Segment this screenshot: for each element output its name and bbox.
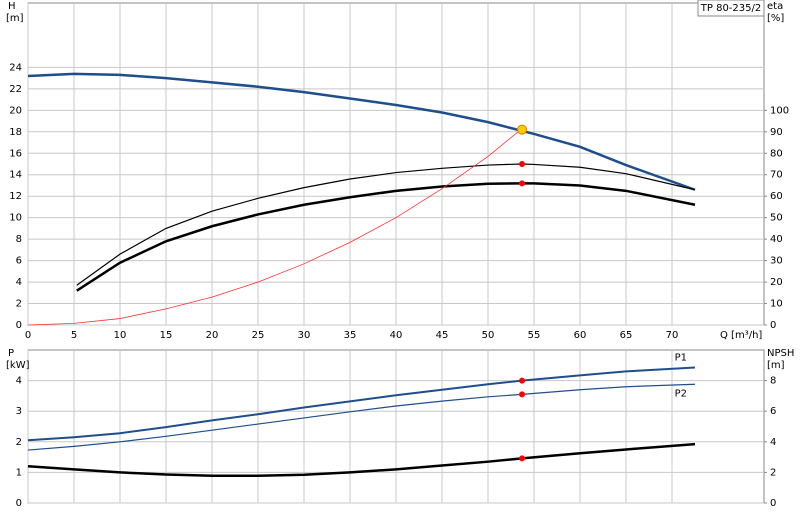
series-line: [27, 128, 523, 326]
x-tick-label: 55: [528, 330, 541, 341]
y2-tick-label: 8: [770, 376, 776, 387]
y2-tick-label: 100: [770, 105, 789, 116]
series-line: [27, 383, 696, 451]
y2-tick-label: 80: [770, 148, 783, 159]
operating-point: [519, 161, 526, 167]
x-tick-label: 10: [114, 330, 127, 341]
y-tick-label: 10: [9, 213, 22, 224]
y-tick-label: 1: [16, 467, 22, 478]
y-axis-label: H: [8, 1, 16, 12]
y2-tick-label: 20: [770, 277, 783, 288]
title-box: [697, 0, 765, 17]
series-line: [76, 182, 696, 292]
y2-tick-label: 50: [770, 213, 783, 224]
x-tick-label: 35: [344, 330, 357, 341]
x-tick-label: 25: [252, 330, 265, 341]
x-tick-label: 15: [160, 330, 173, 341]
x-tick-label: 45: [436, 330, 449, 341]
y-tick-label: 14: [9, 170, 22, 181]
chart-title: TP 80-235/2: [700, 3, 761, 14]
y2-tick-label: 0: [770, 320, 776, 331]
operating-point: [519, 391, 526, 398]
y2-tick-label: 2: [770, 467, 776, 478]
y-tick-label: 6: [16, 256, 22, 267]
x-tick-label: 30: [298, 330, 311, 341]
series-line: [27, 442, 696, 478]
y2-tick-label: 4: [770, 437, 776, 448]
series-label: P1: [675, 352, 687, 363]
y-tick-label: 20: [9, 105, 22, 116]
y-tick-label: 0: [16, 320, 22, 331]
y-tick-label: 4: [16, 376, 22, 387]
x-tick-label: 5: [71, 330, 77, 341]
operating-point: [517, 124, 528, 135]
operating-point: [519, 455, 526, 462]
y-tick-label: 24: [9, 62, 22, 73]
y2-axis-label: eta: [767, 1, 783, 12]
series-label: P2: [675, 388, 687, 399]
operating-point: [519, 180, 526, 187]
series-line: [27, 366, 696, 442]
y-tick-label: 0: [16, 498, 22, 509]
y-tick-label: 4: [16, 277, 22, 288]
y2-tick-label: 40: [770, 234, 783, 245]
y-tick-label: 12: [9, 191, 22, 202]
operating-point: [519, 377, 526, 384]
x-tick-label: 65: [620, 330, 633, 341]
y-tick-label: 8: [16, 234, 22, 245]
y2-axis-label: NPSH: [767, 348, 794, 359]
x-tick-label: 50: [482, 330, 495, 341]
x-axis-label: Q [m³/h]: [720, 330, 762, 341]
y-tick-label: 2: [16, 299, 22, 310]
x-tick-label: 60: [574, 330, 587, 341]
y2-tick-label: 10: [770, 299, 783, 310]
y-tick-label: 16: [9, 148, 22, 159]
y2-tick-label: 0: [770, 498, 776, 509]
series-line: [76, 163, 696, 286]
y2-axis-unit: [m]: [767, 360, 785, 371]
series-line: [27, 72, 696, 191]
y2-axis-unit: [%]: [767, 13, 784, 24]
x-tick-label: 0: [25, 330, 31, 341]
y2-tick-label: 6: [770, 406, 776, 417]
x-tick-label: 40: [390, 330, 403, 341]
y-tick-label: 3: [16, 406, 22, 417]
y-tick-label: 18: [9, 127, 22, 138]
y-tick-label: 2: [16, 437, 22, 448]
y-axis-unit: [m]: [6, 13, 24, 24]
y2-tick-label: 60: [770, 191, 783, 202]
y2-tick-label: 70: [770, 170, 783, 181]
y-axis-label: P: [8, 348, 14, 359]
x-tick-label: 70: [666, 330, 679, 341]
x-tick-label: 20: [206, 330, 219, 341]
y2-tick-label: 90: [770, 127, 783, 138]
y-tick-label: 22: [9, 84, 22, 95]
y2-tick-label: 30: [770, 256, 783, 267]
y-axis-unit: [kW]: [6, 360, 30, 371]
